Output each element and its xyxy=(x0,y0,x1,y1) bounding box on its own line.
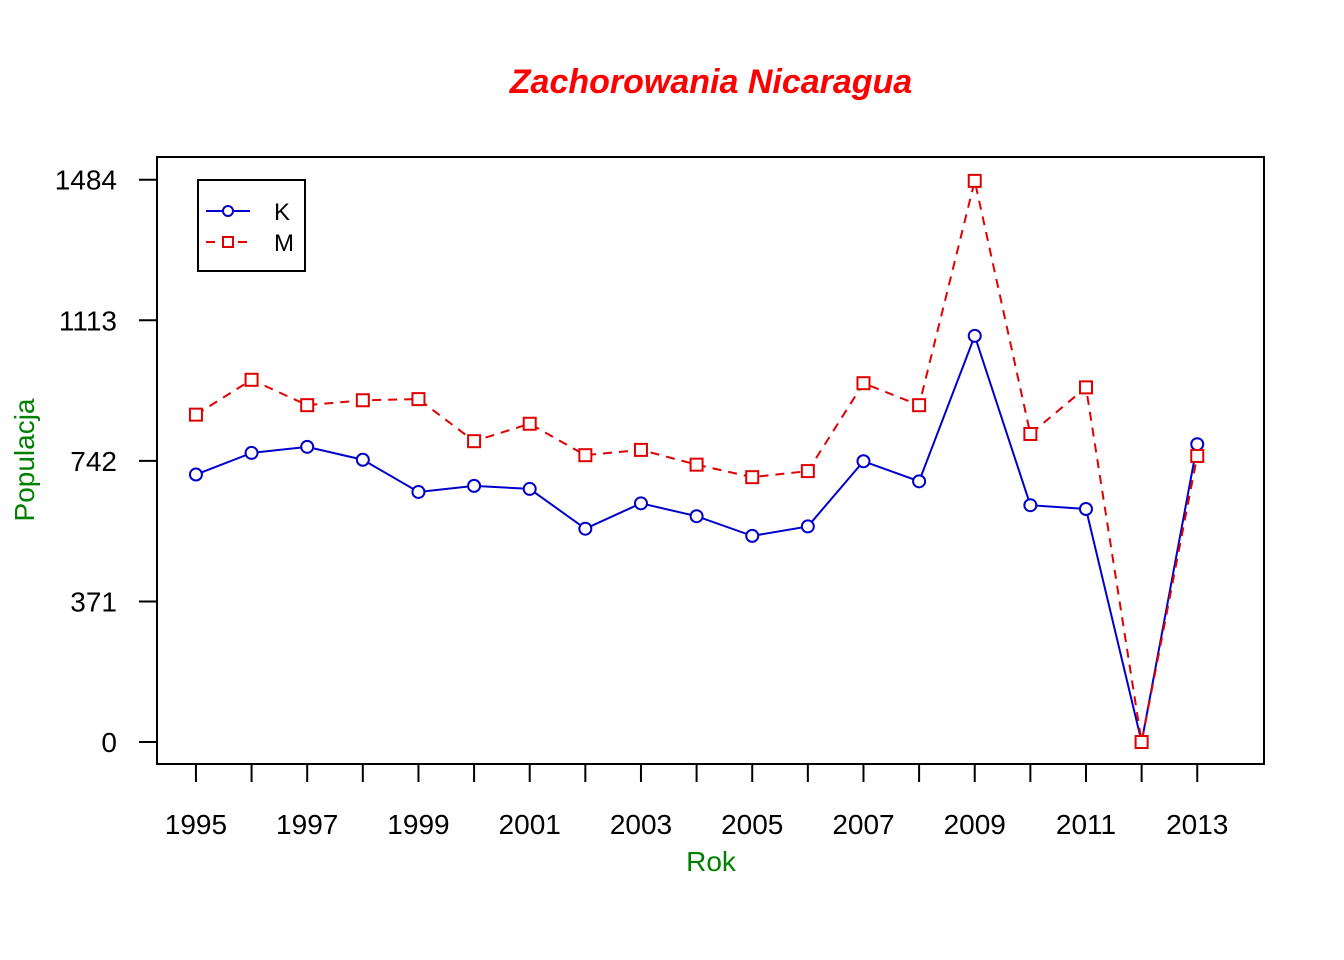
x-tick-label: 2009 xyxy=(944,809,1006,840)
data-point xyxy=(522,481,537,496)
data-point xyxy=(1023,498,1038,513)
data-point xyxy=(244,372,259,387)
data-point xyxy=(244,445,259,460)
y-axis-label: Populacja xyxy=(9,398,40,521)
data-point xyxy=(1023,426,1038,441)
legend-marker xyxy=(222,236,234,248)
data-point xyxy=(633,442,648,457)
data-point xyxy=(188,407,203,422)
data-point xyxy=(411,392,426,407)
data-point xyxy=(856,454,871,469)
data-point xyxy=(912,398,927,413)
x-axis: 1995 1997 1999 2001 2003 2005 2007 2009 2011 2013 xyxy=(165,764,1228,840)
data-point xyxy=(1190,437,1205,452)
data-point xyxy=(745,528,760,543)
data-point xyxy=(467,434,482,449)
data-point xyxy=(1078,501,1093,516)
x-tick-label: 2011 xyxy=(1056,809,1116,840)
x-tick-label: 2005 xyxy=(721,809,783,840)
x-tick-label: 2013 xyxy=(1166,809,1228,840)
x-tick-label: 2003 xyxy=(610,809,672,840)
x-tick-label: 1997 xyxy=(276,809,338,840)
data-point xyxy=(355,393,370,408)
data-point xyxy=(689,509,704,524)
data-point xyxy=(912,474,927,489)
data-point xyxy=(856,376,871,391)
x-tick-label: 2007 xyxy=(832,809,894,840)
legend-box xyxy=(197,179,306,272)
series-k xyxy=(188,328,1205,750)
data-point xyxy=(188,467,203,482)
data-point xyxy=(578,448,593,463)
y-tick-label: 1484 xyxy=(55,165,117,196)
data-point xyxy=(522,416,537,431)
data-point xyxy=(800,464,815,479)
x-axis-label: Rok xyxy=(686,846,737,877)
data-point xyxy=(411,484,426,499)
data-point xyxy=(800,519,815,534)
data-point xyxy=(300,398,315,413)
data-point xyxy=(745,470,760,485)
legend: KM xyxy=(197,179,306,272)
y-tick-label: 1113 xyxy=(59,305,117,336)
data-point xyxy=(1134,735,1149,750)
data-point xyxy=(1078,380,1093,395)
x-tick-label: 1999 xyxy=(387,809,449,840)
y-tick-label: 742 xyxy=(70,446,117,477)
x-tick-label: 2001 xyxy=(499,809,561,840)
y-tick-label: 0 xyxy=(101,727,117,758)
y-tick-label: 371 xyxy=(70,586,117,617)
data-point xyxy=(633,496,648,511)
series-m xyxy=(188,173,1205,750)
x-tick-label: 1995 xyxy=(165,809,227,840)
legend-marker xyxy=(222,205,234,217)
data-point xyxy=(967,328,982,343)
data-point xyxy=(355,452,370,467)
series-line-k xyxy=(195,332,1199,743)
data-point xyxy=(689,457,704,472)
series-layer xyxy=(188,173,1205,750)
data-point xyxy=(1190,448,1205,463)
data-point xyxy=(578,521,593,536)
legend-label: K xyxy=(274,199,290,226)
legend-label: M xyxy=(274,230,294,257)
data-point xyxy=(467,478,482,493)
legend-item-k: K xyxy=(206,199,290,226)
y-axis: 0 371 742 1113 1484 xyxy=(55,165,157,758)
legend-item-m: M xyxy=(206,230,294,257)
chart-title: Zachorowania Nicaragua xyxy=(509,63,912,101)
data-point xyxy=(300,439,315,454)
data-point xyxy=(967,173,982,188)
